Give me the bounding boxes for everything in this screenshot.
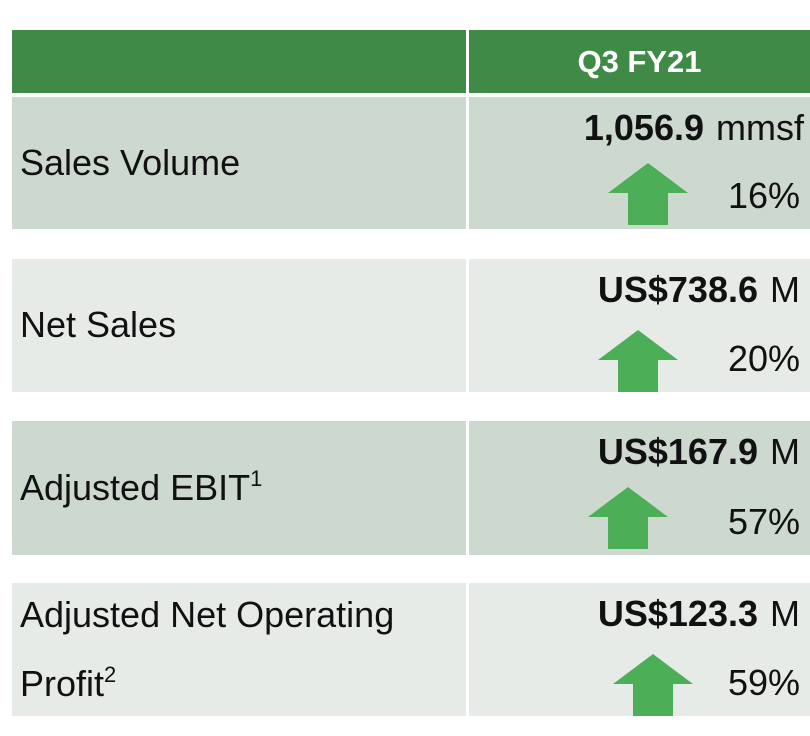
- row-value-cell: US$167.9 M 57%: [469, 421, 810, 555]
- row-label-cell: Net Sales: [12, 259, 466, 392]
- amount-number: US$167.9: [597, 431, 758, 472]
- row-value-cell: 1,056.9 mmsf 16%: [469, 97, 810, 229]
- row-value-cell: US$738.6 M 20%: [469, 259, 810, 392]
- header-left: [12, 30, 466, 93]
- amount-number: US$123.3: [597, 593, 758, 634]
- row-amount: US$738.6 M: [598, 269, 800, 311]
- row-label: Sales Volume: [20, 141, 241, 183]
- metric-row-adjusted-ebit: Adjusted EBIT1 US$167.9 M 57%: [0, 421, 810, 555]
- arrow-up-icon: [588, 487, 668, 549]
- row-label-text: Adjusted EBIT: [20, 466, 251, 508]
- row-change: 20%: [727, 338, 800, 379]
- amount-unit: M: [770, 593, 800, 634]
- metric-row-net-sales: Net Sales US$738.6 M 20%: [0, 259, 810, 392]
- header-period: Q3 FY21: [469, 30, 810, 93]
- amount-number: US$738.6: [597, 269, 758, 310]
- row-label-line2-text: Profit: [20, 662, 105, 704]
- amount-unit: M: [770, 269, 800, 310]
- arrow-up-icon: [608, 163, 688, 225]
- footnote-marker: 2: [104, 661, 117, 687]
- row-change: 16%: [727, 175, 800, 216]
- row-change: 57%: [727, 501, 800, 542]
- metric-row-sales-volume: Sales Volume 1,056.9 mmsf 16%: [0, 97, 810, 229]
- row-change: 59%: [727, 662, 800, 703]
- amount-unit: mmsf: [716, 107, 804, 148]
- row-amount: US$167.9 M: [598, 431, 800, 473]
- row-label-line2: Profit2: [20, 650, 394, 718]
- metric-row-adjusted-net-operating-profit: Adjusted Net Operating Profit2 US$123.3 M…: [0, 583, 810, 716]
- arrow-up-icon: [598, 330, 678, 392]
- footnote-marker: 1: [250, 465, 263, 491]
- row-label-cell: Adjusted Net Operating Profit2: [12, 583, 466, 716]
- row-amount: 1,056.9 mmsf: [584, 107, 804, 149]
- amount-number: 1,056.9: [583, 107, 705, 148]
- row-value-cell: US$123.3 M 59%: [469, 583, 810, 716]
- row-label-cell: Sales Volume: [12, 97, 466, 229]
- row-label-line1: Adjusted Net Operating: [20, 594, 395, 636]
- arrow-up-icon: [613, 654, 693, 716]
- row-label: Adjusted Net Operating Profit2: [12, 581, 394, 718]
- amount-unit: M: [770, 431, 800, 472]
- row-label: Adjusted EBIT1: [12, 454, 262, 522]
- row-label: Net Sales: [20, 304, 177, 346]
- row-amount: US$123.3 M: [598, 593, 800, 635]
- row-label-cell: Adjusted EBIT1: [12, 421, 466, 555]
